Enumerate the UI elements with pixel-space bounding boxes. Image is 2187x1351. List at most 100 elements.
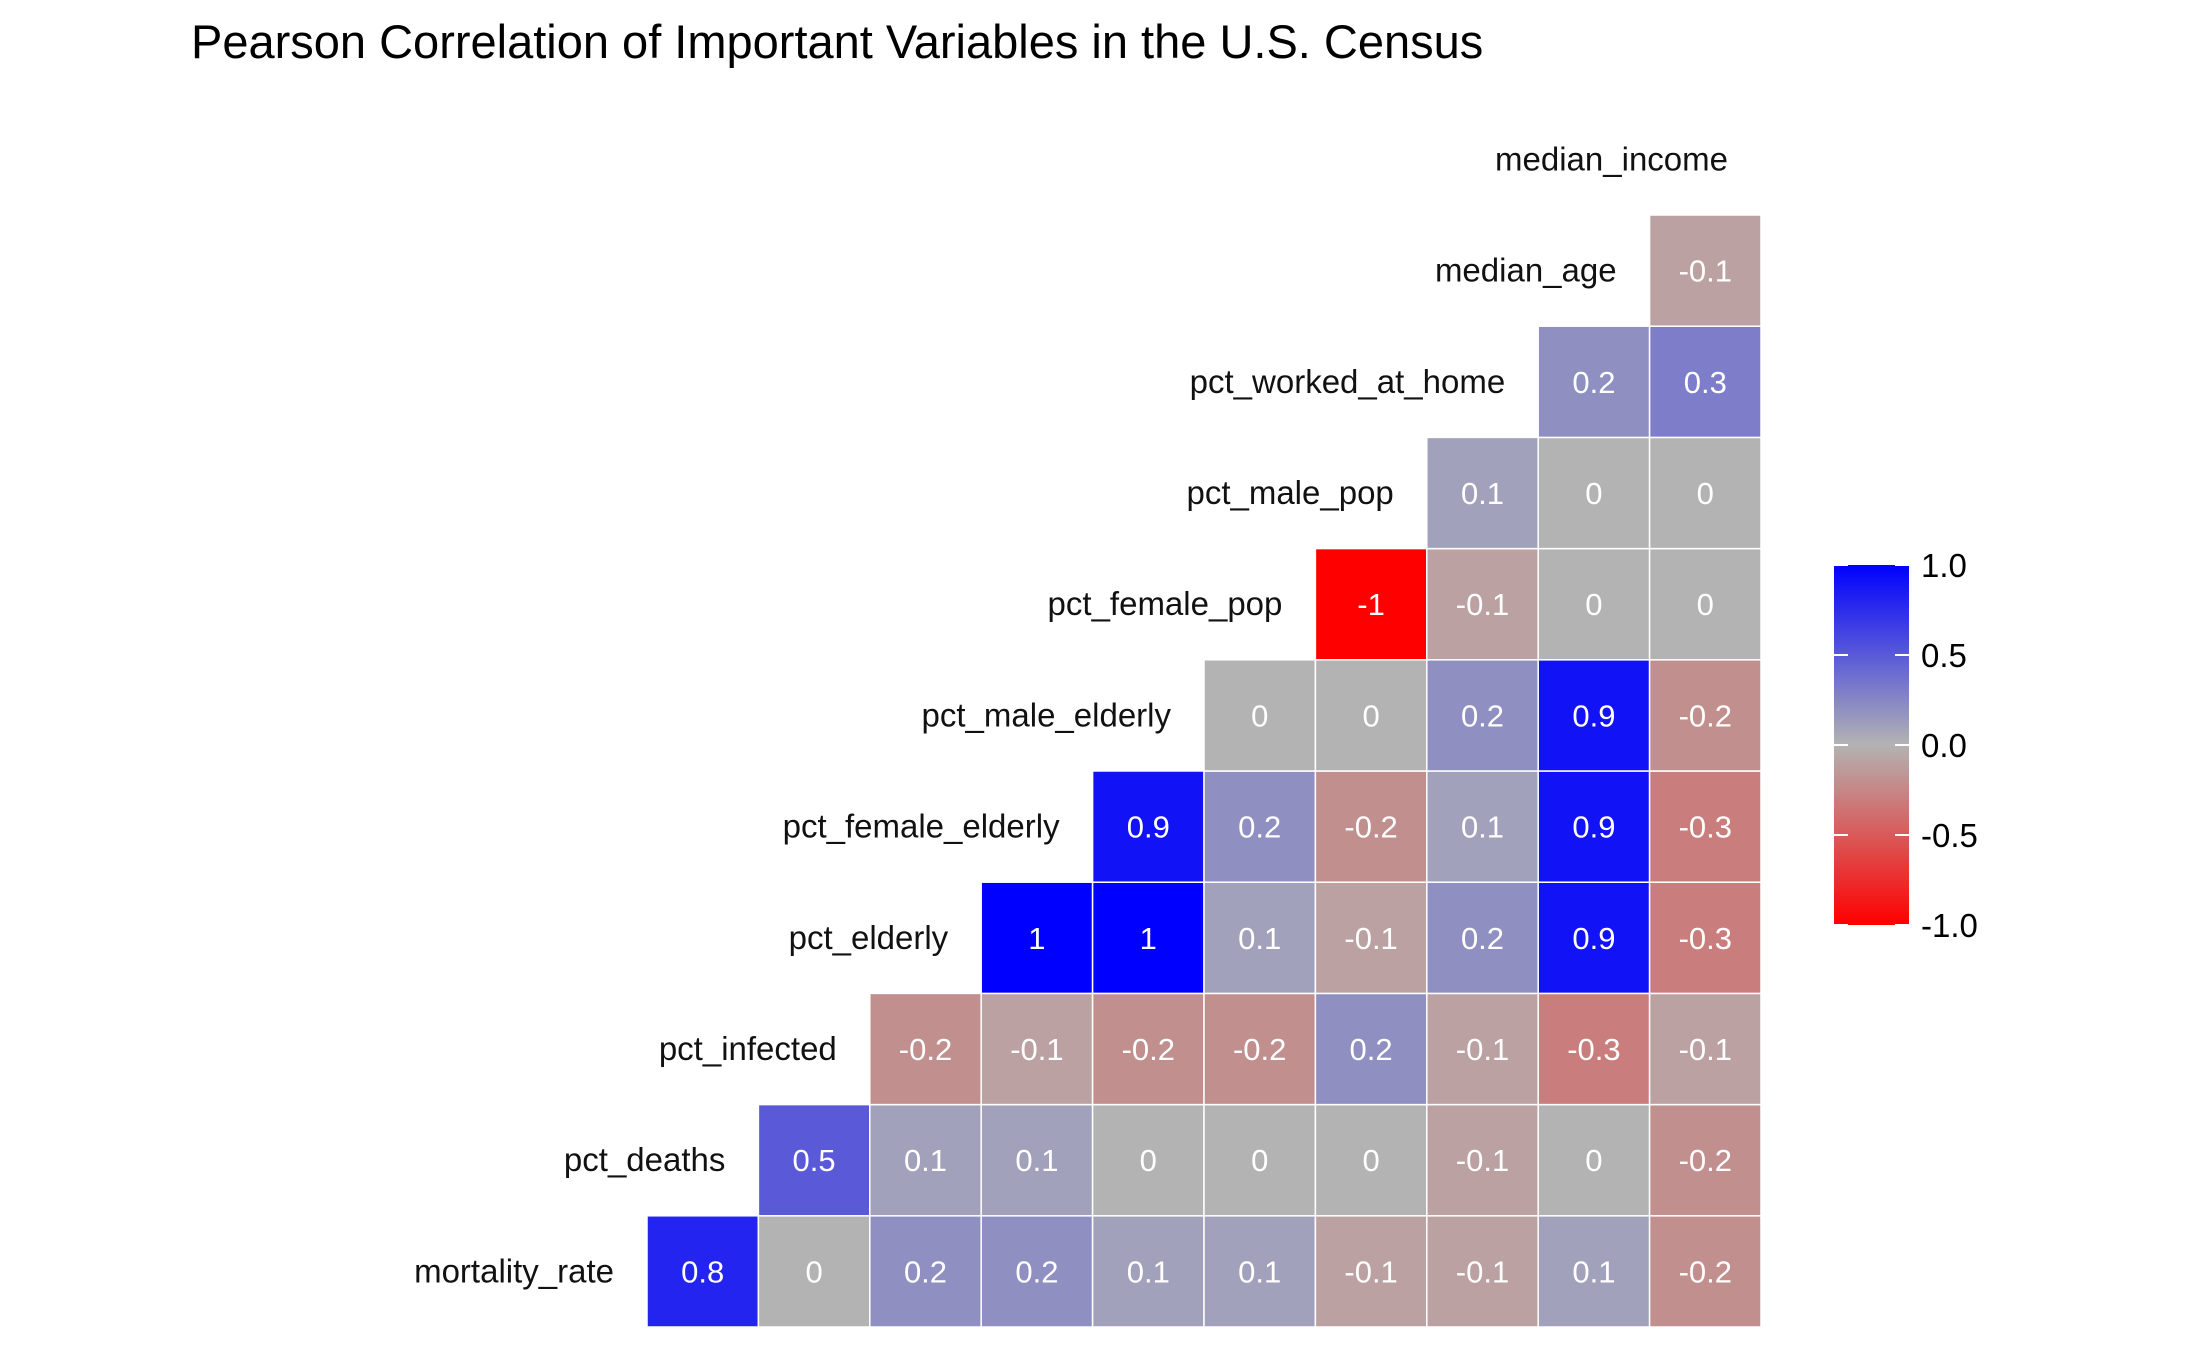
cell-value-label: 0.3 bbox=[1684, 365, 1727, 400]
cell-value-label: 0 bbox=[1585, 1143, 1602, 1178]
heatmap-cell bbox=[1648, 325, 1762, 439]
cell-value-label: -0.1 bbox=[1344, 1254, 1397, 1289]
heatmap-cell bbox=[757, 1103, 871, 1217]
row-label-mortality-rate: mortality_rate bbox=[414, 1252, 614, 1289]
heatmap-cells: 0.8 0 0.2 0.2 0.1 0.1 -0.1 -0.1 0.1 -0.2 0.5 0.1 0.1… bbox=[646, 214, 1762, 1328]
cell-value-label: 0.1 bbox=[1015, 1143, 1058, 1178]
row-label-pct-infected: pct_infected bbox=[659, 1030, 837, 1067]
heatmap-cell bbox=[1537, 1103, 1651, 1217]
chart-title: Pearson Correlation of Important Variabl… bbox=[191, 15, 1484, 68]
cell-value-label: -0.3 bbox=[1679, 810, 1732, 845]
heatmap-cell bbox=[1648, 547, 1762, 661]
heatmap-cell bbox=[1426, 1215, 1539, 1328]
heatmap-cell bbox=[1203, 1103, 1317, 1217]
heatmap-cell bbox=[1537, 659, 1651, 772]
row-label-median-age: median_age bbox=[1435, 252, 1617, 289]
legend-tick-label: -0.5 bbox=[1921, 817, 1978, 854]
cell-value-label: 1 bbox=[1028, 921, 1045, 956]
heatmap-cell bbox=[1203, 881, 1317, 995]
heatmap-cell bbox=[1648, 770, 1762, 883]
cell-value-label: 0.1 bbox=[1238, 1254, 1281, 1289]
cell-value-label: 0.2 bbox=[1350, 1032, 1393, 1067]
heatmap-cell bbox=[1426, 659, 1539, 772]
heatmap-cell bbox=[1537, 992, 1651, 1106]
cell-value-label: 0.2 bbox=[1461, 921, 1504, 956]
cell-value-label: 0 bbox=[1251, 698, 1268, 733]
legend-tick-label: 0.5 bbox=[1921, 637, 1967, 674]
heatmap-cell bbox=[1537, 436, 1651, 550]
cell-value-label: -0.2 bbox=[1122, 1032, 1175, 1067]
heatmap-cell bbox=[1314, 1103, 1428, 1217]
heatmap-cell bbox=[1203, 1215, 1317, 1328]
cell-value-label: 0.2 bbox=[1461, 698, 1504, 733]
heatmap-cell bbox=[1537, 881, 1651, 995]
heatmap-cell bbox=[1314, 1215, 1428, 1328]
cell-value-label: 0 bbox=[805, 1254, 822, 1289]
cell-value-label: 0.9 bbox=[1572, 698, 1615, 733]
heatmap-cell bbox=[1426, 1103, 1539, 1217]
heatmap-cell bbox=[869, 992, 982, 1106]
cell-value-label: -0.2 bbox=[1679, 1143, 1732, 1178]
cell-value-label: 0.1 bbox=[1238, 921, 1281, 956]
cell-value-label: 0.2 bbox=[904, 1254, 947, 1289]
heatmap-cell bbox=[1203, 659, 1317, 772]
cell-value-label: 0.1 bbox=[1127, 1254, 1170, 1289]
heatmap-cell bbox=[1537, 770, 1651, 883]
cell-value-label: 0 bbox=[1585, 587, 1602, 622]
cell-value-label: 0.2 bbox=[1572, 365, 1615, 400]
heatmap-cell bbox=[1648, 214, 1762, 327]
row-label-pct-deaths: pct_deaths bbox=[564, 1141, 725, 1178]
cell-value-label: 0.2 bbox=[1015, 1254, 1058, 1289]
heatmap-cell bbox=[1426, 992, 1539, 1106]
cell-value-label: 0.2 bbox=[1238, 810, 1281, 845]
cell-value-label: -0.1 bbox=[1456, 1254, 1509, 1289]
row-label-median-income: median_income bbox=[1495, 140, 1728, 177]
cell-value-label: 0.5 bbox=[793, 1143, 836, 1178]
heatmap-cell bbox=[980, 1215, 1094, 1328]
heatmap-cell bbox=[980, 881, 1094, 995]
heatmap-cell bbox=[1314, 547, 1428, 661]
cell-value-label: -0.2 bbox=[1344, 810, 1397, 845]
row-label-pct-female-elderly: pct_female_elderly bbox=[783, 808, 1060, 845]
legend-tick-label: -1.0 bbox=[1921, 907, 1978, 944]
heatmap-cell bbox=[1426, 547, 1539, 661]
heatmap-cell bbox=[1314, 770, 1428, 883]
legend-ticks: 1.0 0.5 0.0 -0.5 -1.0 bbox=[1834, 547, 1978, 944]
cell-value-label: 0 bbox=[1585, 476, 1602, 511]
heatmap-cell bbox=[1648, 881, 1762, 995]
cell-value-label: 0.9 bbox=[1572, 921, 1615, 956]
cell-value-label: -0.2 bbox=[1233, 1032, 1286, 1067]
cell-value-label: 0.9 bbox=[1127, 810, 1170, 845]
heatmap-cell bbox=[646, 1215, 760, 1328]
row-label-pct-male-elderly: pct_male_elderly bbox=[922, 696, 1172, 733]
cell-value-label: 0 bbox=[1697, 587, 1714, 622]
heatmap-cell bbox=[1091, 770, 1205, 883]
heatmap-cell bbox=[1537, 547, 1651, 661]
cell-value-label: 0 bbox=[1251, 1143, 1268, 1178]
heatmap-cell bbox=[980, 992, 1094, 1106]
cell-value-label: -0.1 bbox=[1010, 1032, 1063, 1067]
heatmap-cell bbox=[1648, 1103, 1762, 1217]
heatmap-cell bbox=[1314, 881, 1428, 995]
cell-value-label: -0.1 bbox=[1679, 254, 1732, 289]
cell-value-label: -0.2 bbox=[899, 1032, 952, 1067]
cell-value-label: 0 bbox=[1362, 698, 1379, 733]
cell-value-label: 0 bbox=[1362, 1143, 1379, 1178]
cell-value-label: -0.1 bbox=[1679, 1032, 1732, 1067]
heatmap-cell bbox=[1426, 436, 1539, 550]
cell-value-label: 0 bbox=[1140, 1143, 1157, 1178]
cell-value-label: -0.3 bbox=[1679, 921, 1732, 956]
heatmap-cell bbox=[1091, 881, 1205, 995]
cell-value-label: 0.1 bbox=[1461, 476, 1504, 511]
row-labels: mortality_rate pct_deaths pct_infected pct_… bbox=[414, 140, 1728, 1289]
row-label-pct-male-pop: pct_male_pop bbox=[1186, 474, 1393, 511]
cell-value-label: 0 bbox=[1697, 476, 1714, 511]
heatmap-cell bbox=[869, 1103, 982, 1217]
cell-value-label: -0.1 bbox=[1456, 1032, 1509, 1067]
cell-value-label: 1 bbox=[1140, 921, 1157, 956]
heatmap-cell bbox=[1537, 325, 1651, 439]
row-label-pct-elderly: pct_elderly bbox=[789, 919, 949, 956]
cell-value-label: 0.1 bbox=[1572, 1254, 1615, 1289]
heatmap-cell bbox=[1314, 659, 1428, 772]
